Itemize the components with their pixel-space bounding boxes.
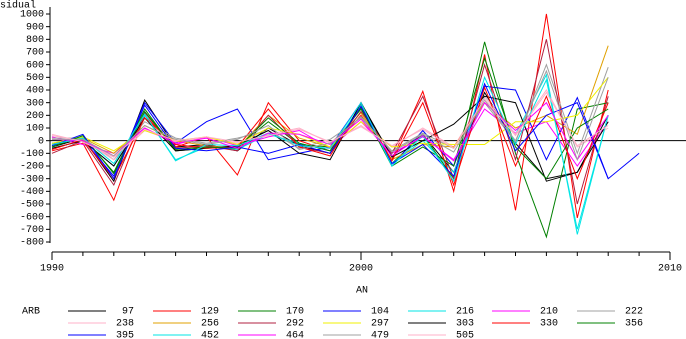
series-line [51, 76, 609, 152]
legend-label: 330 [540, 319, 558, 330]
legend-label: 129 [201, 307, 219, 318]
y-tick-label: 0 [38, 136, 44, 147]
legend-label: 222 [625, 307, 643, 318]
legend-label: 292 [286, 319, 304, 330]
y-tick-label: -800 [20, 238, 44, 249]
legend-label: 479 [371, 331, 389, 339]
legend-label: 452 [201, 331, 219, 339]
series-line [51, 75, 609, 230]
legend-label: 395 [116, 331, 134, 339]
legend-label: 210 [540, 307, 558, 318]
x-axis-label: AN [356, 286, 368, 297]
y-tick-label: -600 [20, 212, 44, 223]
legend-label: 356 [625, 319, 643, 330]
y-tick-label: -500 [20, 200, 44, 211]
y-axis-label: Residual [0, 0, 36, 12]
series-line [52, 69, 609, 162]
legend-label: 303 [456, 319, 474, 330]
legend-label: 464 [286, 331, 304, 339]
legend-label: 297 [371, 319, 389, 330]
series-line [51, 86, 609, 187]
legend-label: 97 [122, 307, 134, 318]
legend-label: 505 [456, 331, 474, 339]
y-tick-label: 500 [26, 73, 44, 84]
y-tick-label: 700 [26, 48, 44, 59]
y-tick-label: -100 [20, 149, 44, 160]
legend-title: ARB [22, 307, 40, 318]
legend-label: 104 [371, 307, 389, 318]
y-tick-label: -700 [20, 225, 44, 236]
series-line [51, 101, 609, 162]
y-tick-label: -200 [20, 162, 44, 173]
x-tick-label: 1990 [40, 264, 64, 275]
y-tick-label: 400 [26, 86, 44, 97]
y-tick-label: -400 [20, 187, 44, 198]
x-tick-label: 2010 [658, 264, 682, 275]
legend-label: 216 [456, 307, 474, 318]
y-tick-label: 300 [26, 98, 44, 109]
y-tick-label: 100 [26, 124, 44, 135]
x-tick-label: 2000 [349, 264, 373, 275]
y-tick-label: 1000 [20, 10, 44, 21]
y-tick-label: 600 [26, 60, 44, 71]
series-line [51, 56, 609, 180]
y-tick-label: 200 [26, 111, 44, 122]
series-line [51, 91, 609, 158]
legend-label: 238 [116, 319, 134, 330]
series-line [52, 63, 609, 161]
series-line [51, 82, 609, 180]
y-tick-label: 800 [26, 35, 44, 46]
legend-label: 170 [286, 307, 304, 318]
y-tick-label: 900 [26, 22, 44, 33]
legend-label: 256 [201, 319, 219, 330]
y-tick-label: -300 [20, 174, 44, 185]
